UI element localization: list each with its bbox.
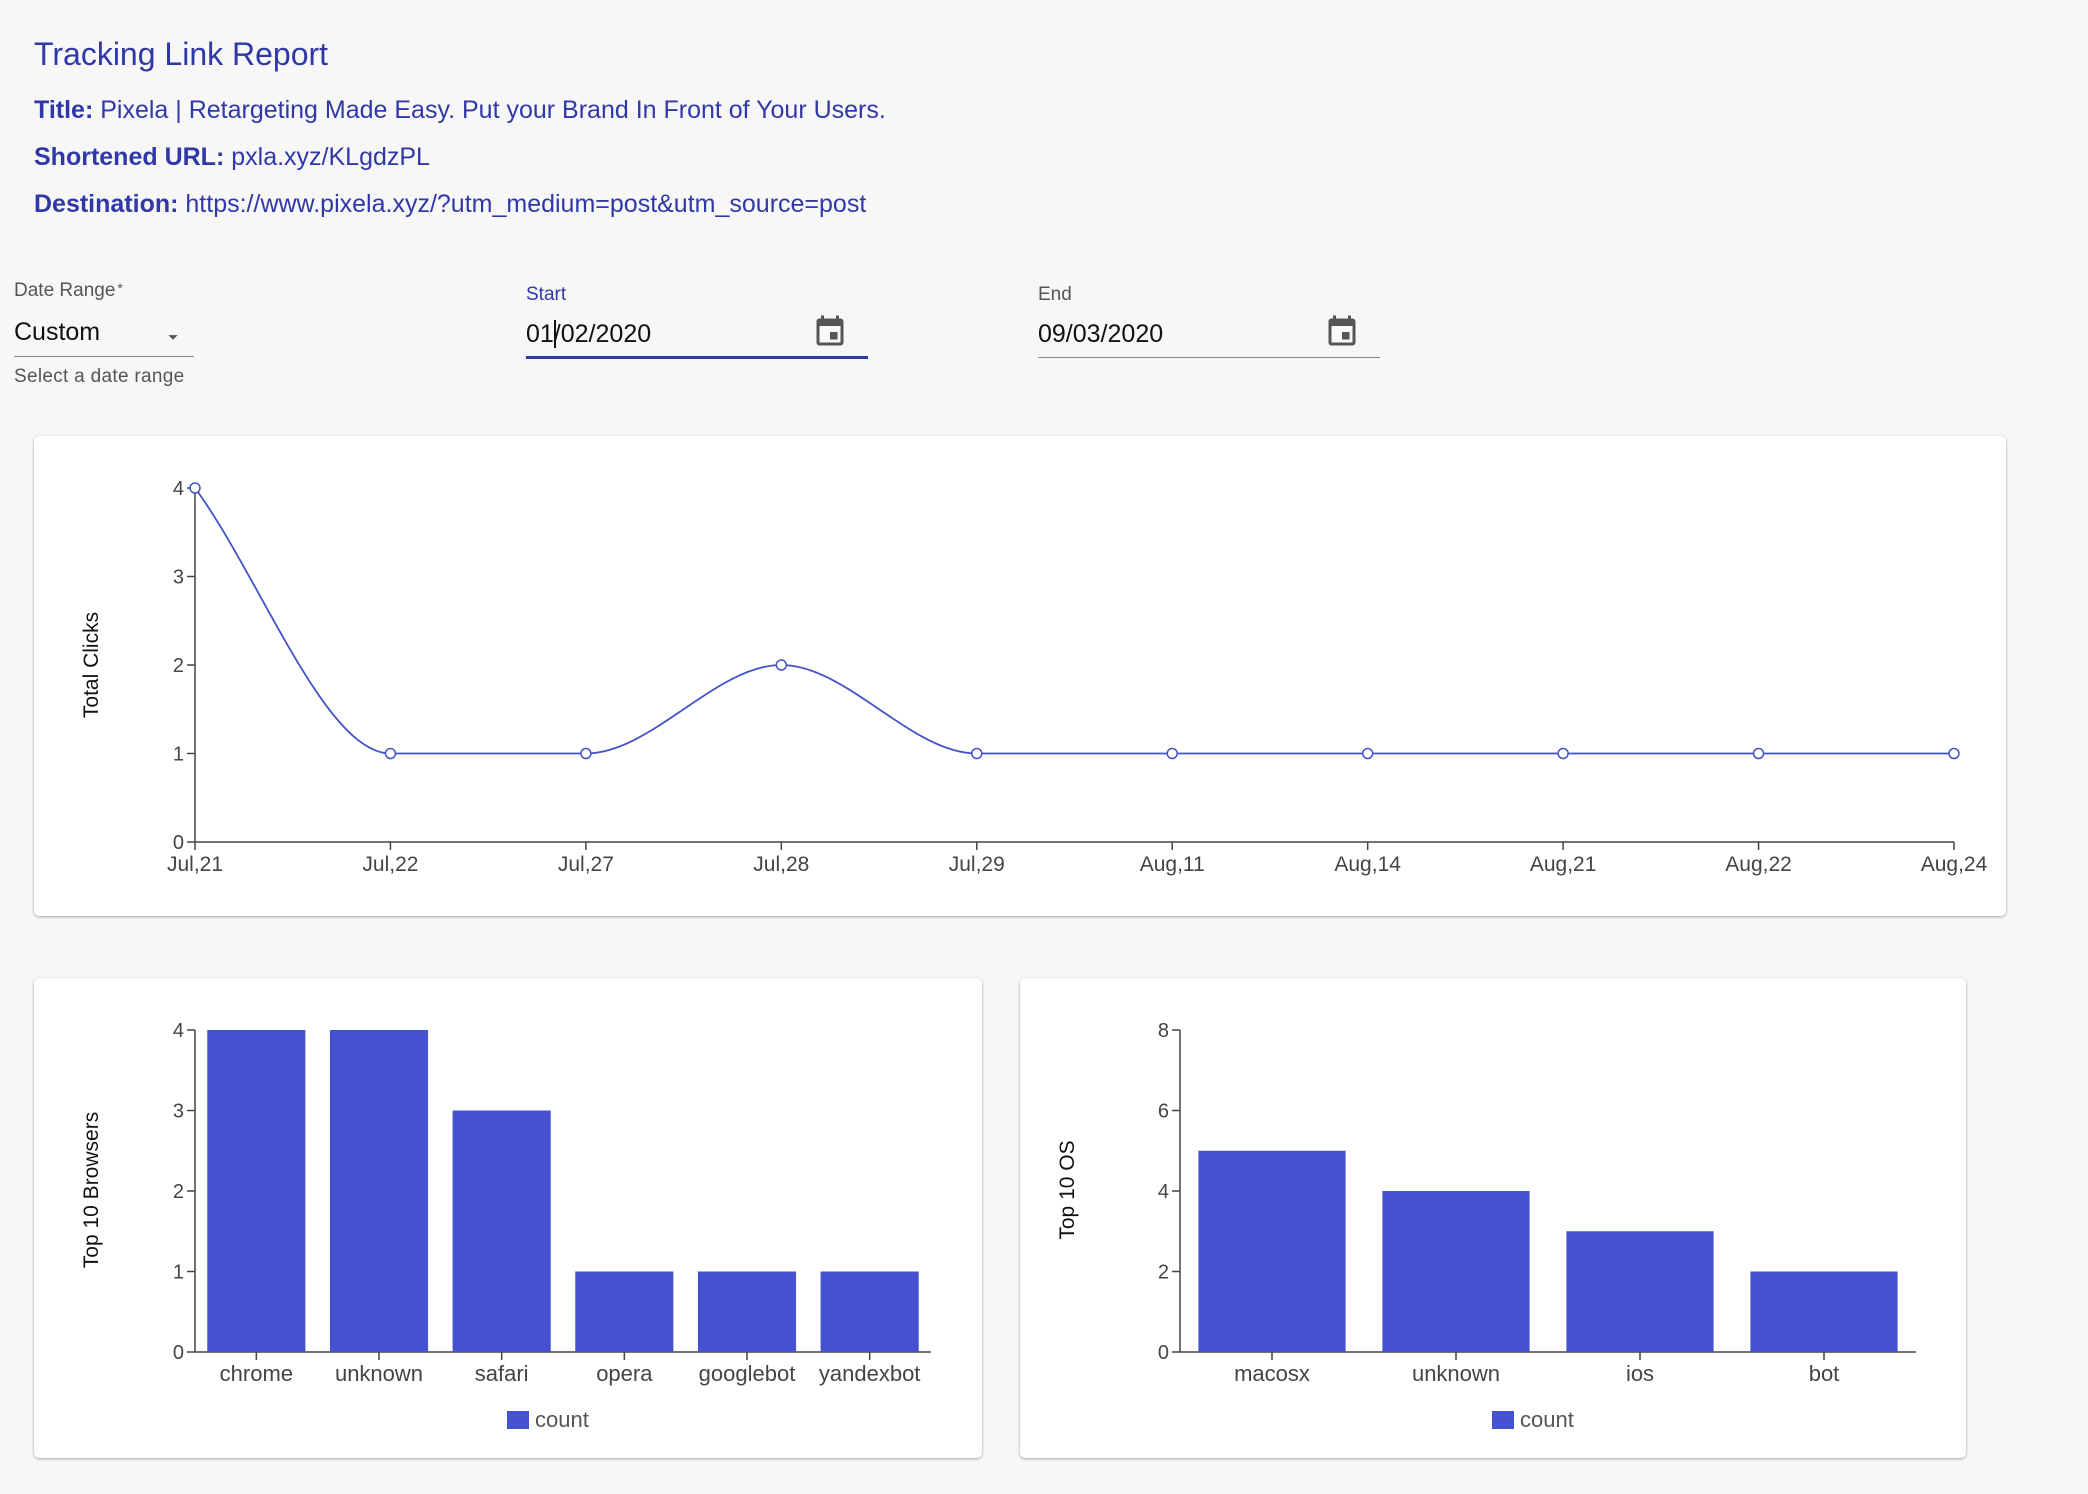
chevron-down-icon[interactable] [162,326,184,348]
x-tick-label: googlebot [699,1361,796,1386]
x-tick-label: Aug,21 [1530,853,1597,876]
x-tick-label: Aug,14 [1334,853,1401,876]
data-point [384,747,397,760]
end-date-underline [1038,357,1380,358]
total-clicks-line-chart: 0 1 2 3 4 Jul,21 Jul,22 Jul,27 Jul,28 Jul,29 Aug,1… [80,478,1988,876]
y-axis-title: Top 10 OS [1056,1140,1079,1239]
data-point [1361,747,1374,760]
bar-googlebot [697,1271,797,1352]
clicks-chart-card: 0 1 2 3 4 Jul,21 Jul,22 Jul,27 Jul,28 Jul,29 Aug,1… [34,436,2006,916]
x-tick-label: Jul,29 [949,853,1005,876]
date-range-select[interactable]: Date Range * Custom Select a date range [14,280,194,400]
y-tick-label: 4 [1158,1181,1169,1203]
legend-label: count [535,1407,589,1432]
os-chart-card: 0 2 4 6 8 macosx unknown ios bot count Top 10 OS [1020,978,1966,1458]
data-point [1948,747,1960,760]
x-tick-label: macosx [1234,1361,1310,1386]
top-os-bar-chart: 0 2 4 6 8 macosx unknown ios bot count Top 10 OS [1056,1020,1916,1432]
data-point [775,659,788,671]
link-title-value: Pixela | Retargeting Made Easy. Put your… [100,96,886,124]
bar-bot [1750,1271,1898,1352]
top-browsers-bar-chart: 0 1 2 3 4 chrome unknown safari opera googlebot ya… [80,1020,931,1432]
data-point [1557,747,1569,760]
x-tick-label: Aug,11 [1140,853,1205,876]
x-tick-label: Jul,28 [753,853,809,876]
link-title-row: Title: Pixela | Retargeting Made Easy. P… [34,96,886,125]
data-point [1166,747,1178,760]
bar-macosx [1198,1150,1346,1352]
series-line-total-clicks [194,487,1954,755]
bar-unknown [329,1030,429,1352]
y-tick-label: 1 [173,744,184,766]
date-range-helper: Select a date range [14,366,185,387]
y-tick-label: 8 [1158,1020,1169,1042]
calendar-icon[interactable] [1324,314,1360,350]
x-tick-label: bot [1809,1361,1840,1386]
x-tick-label: Jul,21 [167,853,223,876]
browsers-chart-card: 0 1 2 3 4 chrome unknown safari opera googlebot ya… [34,978,982,1458]
end-date-input[interactable]: 09/03/2020 [1038,320,1164,348]
x-tick-label: Aug,24 [1921,853,1988,876]
y-tick-label: 0 [1158,1342,1169,1364]
start-date-label: Start [526,284,567,305]
data-point [971,747,983,760]
end-date-field[interactable]: End 09/03/2020 [1038,284,1380,360]
y-tick-label: 0 [173,832,184,854]
date-range-label: Date Range * [14,280,123,301]
y-tick-label: 3 [173,1101,184,1123]
data-point [1752,747,1765,760]
y-tick-label: 3 [173,567,184,589]
y-tick-label: 6 [1158,1101,1169,1123]
data-point [580,747,592,760]
x-tick-label: yandexbot [819,1361,921,1386]
bar-ios [1566,1231,1714,1352]
x-tick-label: opera [596,1361,653,1386]
y-tick-label: 4 [173,1020,184,1042]
y-axis-title: Top 10 Browsers [80,1112,103,1268]
date-range-value: Custom [14,318,101,346]
x-tick-label: ios [1626,1361,1654,1386]
bar-unknown [1382,1191,1530,1352]
start-date-underline [526,356,868,359]
destination-value: https://www.pixela.xyz/?utm_medium=post&… [185,190,867,218]
x-tick-label: Aug,22 [1725,853,1792,876]
bar-opera [575,1271,674,1352]
short-url-value: pxla.xyz/KLgdzPL [231,143,430,171]
start-date-field[interactable]: Start 01/02/2020 [526,284,868,360]
short-url-label: Shortened URL: [34,143,225,171]
y-tick-label: 4 [173,478,184,500]
end-date-label: End [1038,284,1072,305]
text-cursor [554,320,556,348]
y-tick-label: 0 [173,1342,184,1364]
y-tick-label: 2 [1158,1262,1169,1284]
page-title: Tracking Link Report [34,36,329,72]
legend-label: count [1520,1407,1574,1432]
x-tick-label: unknown [1412,1361,1500,1386]
bar-safari [452,1110,551,1352]
x-tick-label: unknown [335,1361,423,1386]
legend-swatch [1492,1411,1514,1429]
y-axis-title: Total Clicks [80,612,103,718]
short-url-row: Shortened URL: pxla.xyz/KLgdzPL [34,143,430,172]
bar-yandexbot [820,1271,919,1352]
date-range-underline [14,356,194,357]
calendar-icon[interactable] [812,314,848,350]
y-tick-label: 1 [173,1262,184,1284]
y-tick-label: 2 [173,655,184,677]
x-tick-label: Jul,22 [362,853,418,876]
x-tick-label: chrome [220,1361,293,1386]
x-tick-label: safari [475,1361,529,1386]
x-tick-label: Jul,27 [558,853,614,876]
destination-label: Destination: [34,190,179,218]
destination-row: Destination: https://www.pixela.xyz/?utm… [34,190,866,219]
bar-chrome [207,1030,306,1352]
link-title-label: Title: [34,96,94,124]
data-point [189,482,201,494]
start-date-input[interactable]: 01/02/2020 [526,320,652,348]
y-tick-label: 2 [173,1181,184,1203]
legend-swatch [507,1411,529,1429]
